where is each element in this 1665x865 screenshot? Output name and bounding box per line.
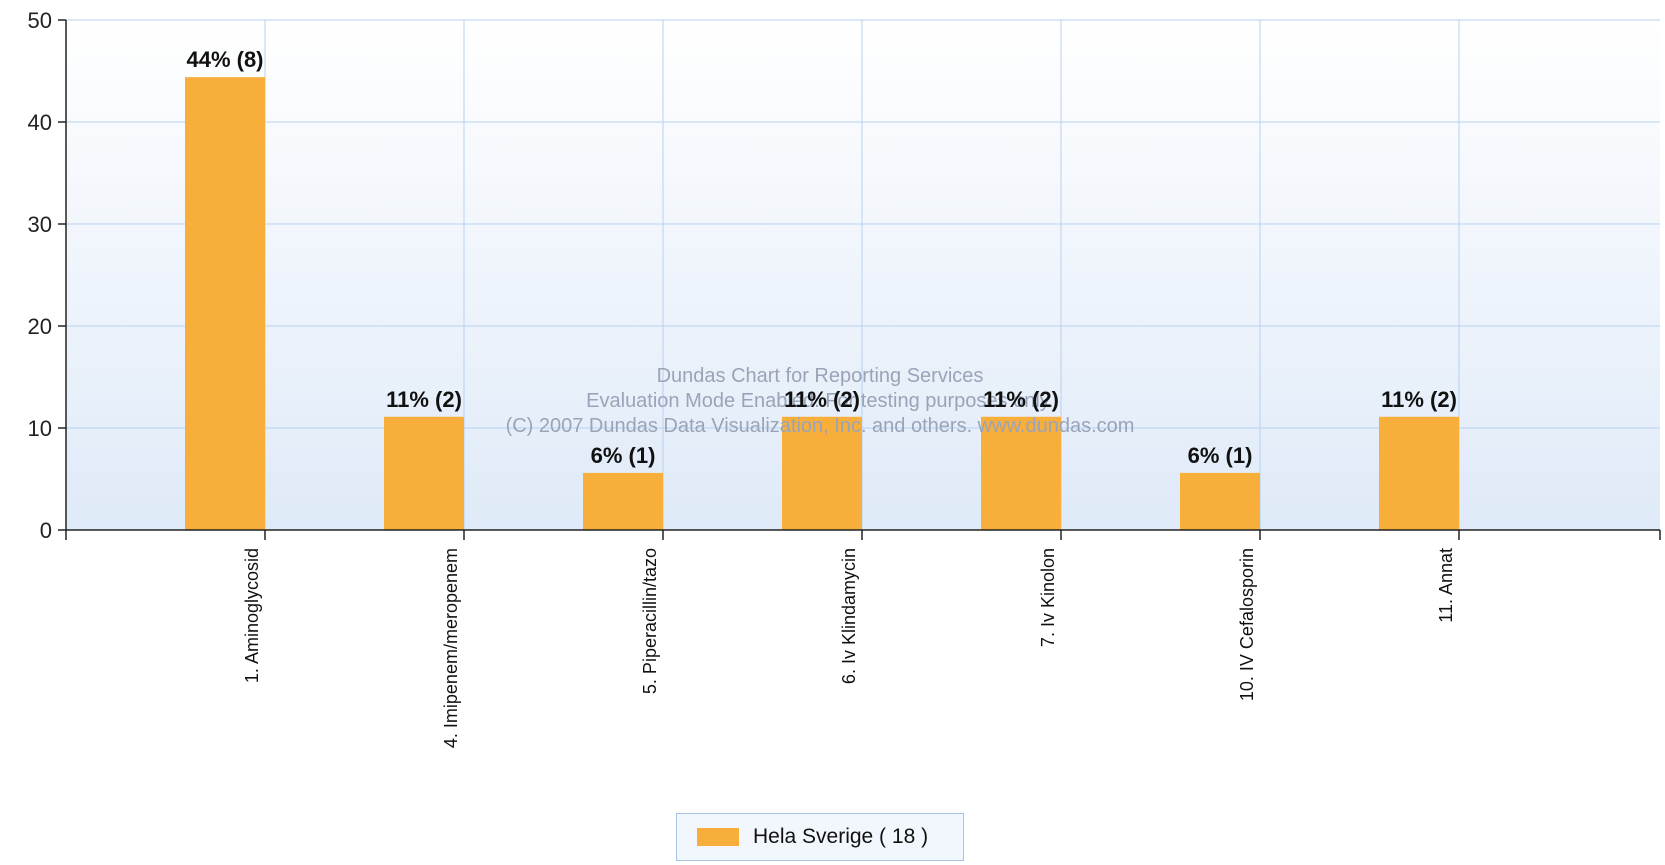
bar <box>1379 416 1459 530</box>
data-label: 6% (1) <box>1188 443 1253 468</box>
data-label: 11% (2) <box>386 387 462 412</box>
category-label: 5. Piperacillin/tazo <box>640 548 660 694</box>
category-label: 7. Iv Kinolon <box>1038 548 1058 647</box>
bar <box>185 77 265 531</box>
bar <box>1180 472 1260 530</box>
watermark-text: Evaluation Mode Enabled. For testing pur… <box>586 390 1054 412</box>
legend-label: Hela Sverige ( 18 ) <box>753 825 929 848</box>
y-tick-label: 20 <box>28 314 52 339</box>
category-label: 11. Annat <box>1436 548 1456 623</box>
y-tick-label: 10 <box>28 416 52 441</box>
category-label: 1. Aminoglycosid <box>242 548 262 683</box>
data-label: 44% (8) <box>186 47 263 72</box>
bar <box>782 416 862 530</box>
y-tick-label: 40 <box>28 110 52 135</box>
category-label: 10. IV Cefalosporin <box>1237 548 1257 701</box>
watermark-text: (C) 2007 Dundas Data Visualization, Inc.… <box>506 415 1135 437</box>
bar <box>583 472 663 530</box>
data-label: 11% (2) <box>784 387 860 412</box>
category-label: 4. Imipenem/meropenem <box>441 548 461 748</box>
y-tick-label: 0 <box>40 518 52 543</box>
data-label: 11% (2) <box>1381 387 1457 412</box>
legend-swatch <box>697 828 739 846</box>
bar <box>384 416 464 530</box>
watermark-text: Dundas Chart for Reporting Services <box>657 365 984 387</box>
data-label: 6% (1) <box>591 443 656 468</box>
data-label: 11% (2) <box>983 387 1059 412</box>
y-tick-label: 50 <box>28 8 52 33</box>
y-tick-label: 30 <box>28 212 52 237</box>
category-label: 6. Iv Klindamycin <box>839 548 859 684</box>
legend: Hela Sverige ( 18 ) <box>676 813 964 861</box>
bar <box>981 416 1061 530</box>
